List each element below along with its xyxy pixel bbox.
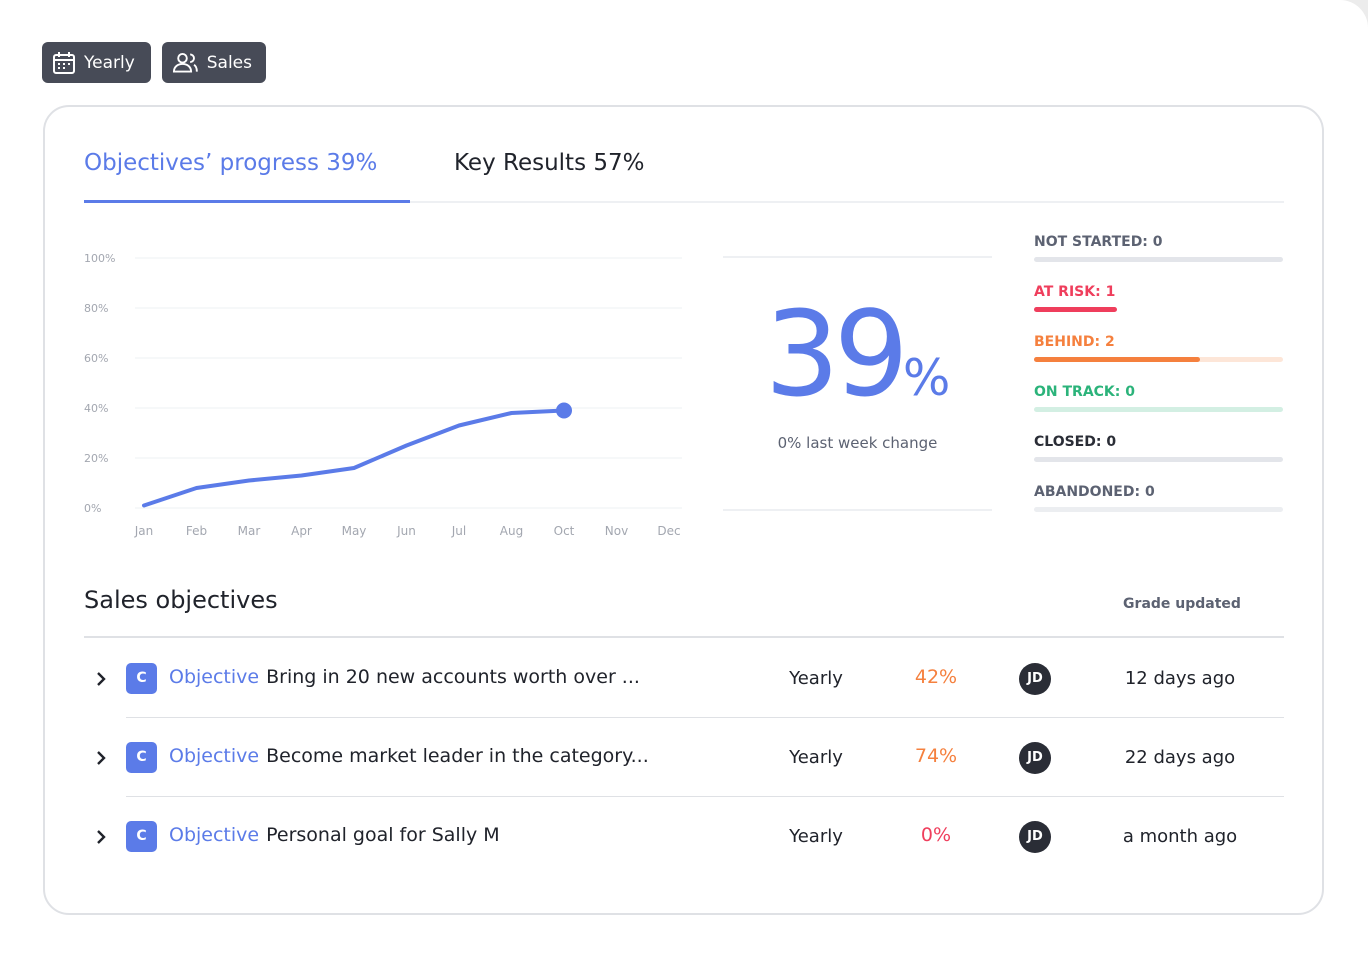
progress: 74% [914,745,958,767]
x-tick-label: Mar [238,524,261,538]
filter-label: Yearly [84,52,135,73]
y-tick-label: 20% [84,452,108,465]
updated: a month ago [1122,826,1238,847]
owner-avatar: JD [1019,821,1051,853]
line-series [142,408,566,508]
summary-value: 39 [764,285,909,423]
row-divider [126,717,1284,718]
calendar-icon [53,51,75,74]
status-track [1034,407,1283,412]
x-tick-label: Jun [396,524,416,538]
status-label: ABANDONED: 0 [1034,484,1155,500]
tab-underline [84,200,410,203]
status-track [1034,457,1283,462]
objective-kind: Objective [169,745,260,767]
objective-title[interactable]: Objective Bring in 20 new accounts worth … [169,666,640,688]
table-header-line [84,636,1284,638]
objective-text: Bring in 20 new accounts worth over ... [266,666,640,688]
status-label: NOT STARTED: 0 [1034,234,1163,250]
status-label: CLOSED: 0 [1034,434,1117,450]
progress: 42% [914,666,958,688]
progress: 0% [920,824,952,846]
x-tick-label: Feb [186,524,207,538]
status-label: ON TRACK: 0 [1034,384,1135,400]
divider [723,509,992,511]
x-tick-label: Nov [605,524,628,538]
summary-unit: % [902,349,951,407]
period: Yearly [789,826,843,847]
x-tick-label: Apr [291,524,312,538]
status-bar [1034,307,1117,312]
x-tick-label: Aug [500,524,523,538]
type-badge: C [126,663,157,694]
updated: 12 days ago [1124,668,1236,689]
people-icon [172,52,198,73]
objective-title[interactable]: Objective Become market leader in the cat… [169,745,649,767]
row-divider [126,796,1284,797]
dashboard-card [43,105,1324,915]
x-tick-label: Dec [657,524,680,538]
status-track [1034,257,1283,262]
y-tick-label: 40% [84,402,108,415]
summary-caption: 0% last week change [777,434,938,452]
summary: 39% [723,285,992,423]
tab-divider [84,201,1284,203]
expand-toggle[interactable] [92,749,110,767]
column-header: Grade updated [1123,596,1241,612]
type-badge: C [126,821,157,852]
status-label: BEHIND: 2 [1034,334,1115,350]
x-tick-label: Jul [451,524,466,538]
type-badge: C [126,742,157,773]
objective-kind: Objective [169,666,260,688]
filter-button[interactable]: Yearly [42,42,151,83]
filter-label: Sales [206,52,252,73]
x-tick-label: Jan [134,524,154,538]
table-title: Sales objectives [84,586,278,614]
x-tick-label: Oct [554,524,575,538]
y-tick-label: 80% [84,302,108,315]
y-tick-label: 0% [84,502,101,515]
status-track [1034,507,1283,512]
status-label: AT RISK: 1 [1034,284,1116,300]
objective-text: Personal goal for Sally M [266,824,500,846]
status-bar [1034,357,1200,362]
objective-title[interactable]: Objective Personal goal for Sally M [169,824,500,846]
owner-avatar: JD [1019,742,1051,774]
updated: 22 days ago [1124,747,1236,768]
tab[interactable]: Objectives’ progress 39% [84,150,378,176]
objective-text: Become market leader in the category... [266,745,649,767]
divider [723,256,992,258]
objective-kind: Objective [169,824,260,846]
chevron-icon [97,672,106,686]
tab[interactable]: Key Results 57% [454,150,645,176]
progress-chart: 0% 20% 40% 60% 80% 100% Jan Feb Mar Apr May Jun Jul A… [84,252,682,538]
period: Yearly [789,668,843,689]
y-tick-label: 100% [84,252,115,265]
x-tick-label: May [342,524,367,538]
filter-button[interactable]: Sales [162,42,266,83]
owner-avatar: JD [1019,663,1051,695]
expand-toggle[interactable] [92,828,110,846]
last-point [556,402,572,419]
chevron-icon [97,830,106,844]
chevron-icon [97,751,106,765]
period: Yearly [789,747,843,768]
y-tick-label: 60% [84,352,108,365]
expand-toggle[interactable] [92,670,110,688]
